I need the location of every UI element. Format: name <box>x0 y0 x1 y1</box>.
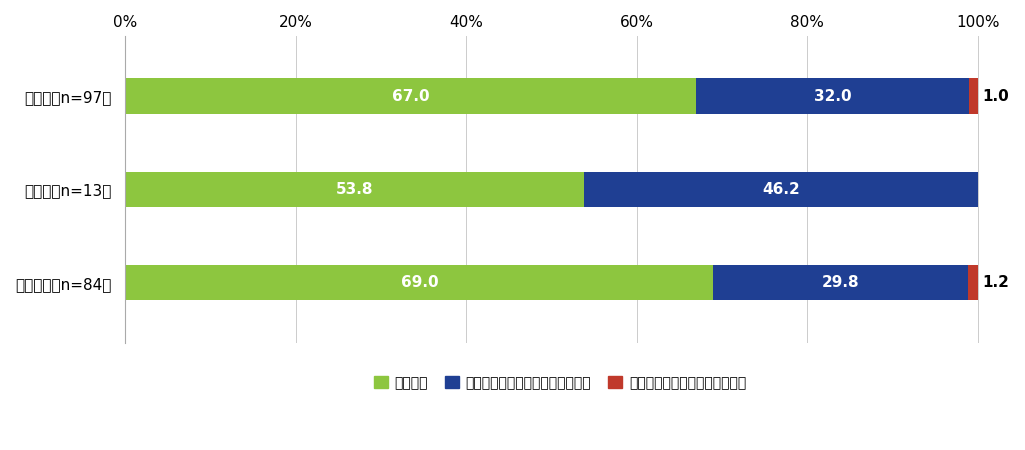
Bar <box>125 265 713 301</box>
Text: 53.8: 53.8 <box>336 182 373 197</box>
Bar <box>125 78 696 114</box>
Text: 69.0: 69.0 <box>401 275 438 290</box>
Bar <box>713 265 968 301</box>
Bar <box>125 172 584 207</box>
Text: 67.0: 67.0 <box>392 89 429 104</box>
Bar <box>696 78 970 114</box>
Text: 46.2: 46.2 <box>762 182 800 197</box>
Text: 1.0: 1.0 <box>982 89 1009 104</box>
Text: 32.0: 32.0 <box>814 89 852 104</box>
Bar <box>584 172 978 207</box>
Text: 29.8: 29.8 <box>822 275 859 290</box>
Legend: 影音なし, マイナスの影音あり（減員要因）, プラスの影音あり（増員要因）: 影音なし, マイナスの影音あり（減員要因）, プラスの影音あり（増員要因） <box>367 369 753 397</box>
Bar <box>970 78 978 114</box>
Text: 1.2: 1.2 <box>982 275 1009 290</box>
Bar <box>968 265 978 301</box>
